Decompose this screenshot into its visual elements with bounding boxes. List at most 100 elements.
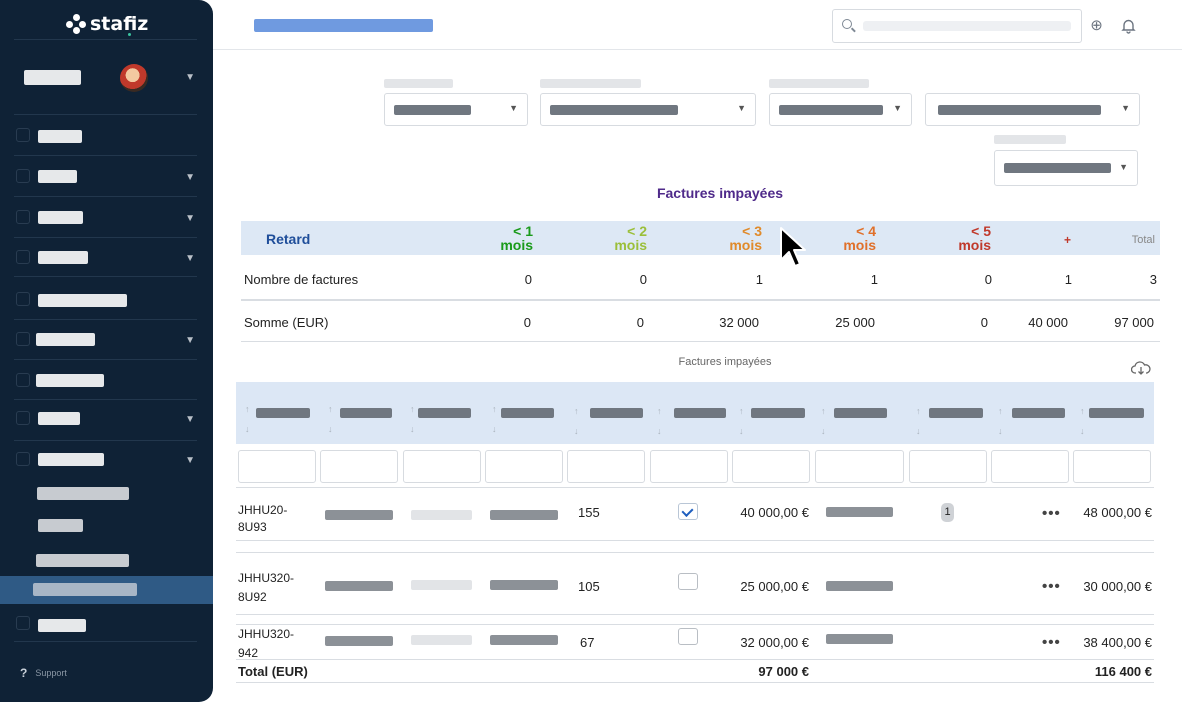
sort-icon[interactable]: ↑ ↓ <box>245 404 250 434</box>
sidebar-item-9[interactable] <box>38 619 86 632</box>
column-filter-input[interactable] <box>991 450 1069 483</box>
chevron-down-icon[interactable]: ▼ <box>185 172 195 183</box>
sort-icon[interactable]: ↑ ↓ <box>1080 406 1085 436</box>
column-filter-input[interactable] <box>567 450 645 483</box>
settings-icon <box>16 616 30 630</box>
bell-icon[interactable] <box>1120 17 1137 34</box>
filter-label-5 <box>994 135 1066 144</box>
column-header[interactable] <box>834 408 887 418</box>
chevron-up-icon[interactable]: ▼ <box>185 455 195 466</box>
column-filter-input[interactable] <box>320 450 398 483</box>
user-menu-chevron-icon[interactable]: ▼ <box>185 72 195 83</box>
avatar[interactable] <box>120 64 148 92</box>
column-header[interactable] <box>590 408 643 418</box>
sort-icon[interactable]: ↑ ↓ <box>657 406 662 436</box>
filter-select-5[interactable]: ▼ <box>994 150 1138 186</box>
sidebar-item-4[interactable] <box>38 251 88 264</box>
sort-icon[interactable]: ↑ ↓ <box>328 404 333 434</box>
column-header[interactable] <box>1012 408 1065 418</box>
summary-row-count: Nombre de factures 0 0 1 1 0 1 3 <box>241 258 1160 300</box>
cell: 0 <box>524 272 532 287</box>
column-header[interactable] <box>418 408 471 418</box>
column-header[interactable] <box>1089 408 1144 418</box>
sidebar-item-8[interactable] <box>38 412 80 425</box>
filter-select-2[interactable]: ▼ <box>540 93 756 126</box>
clients-icon <box>16 169 30 183</box>
sort-icon[interactable]: ↑ ↓ <box>821 406 826 436</box>
invoice-total: 30 000,00 € <box>1083 579 1152 594</box>
filter-select-4[interactable]: ▼ <box>925 93 1140 126</box>
cell: 0 <box>639 272 647 287</box>
more-dots-icon[interactable]: ••• <box>1042 578 1061 595</box>
more-dots-icon[interactable]: ••• <box>1042 634 1061 651</box>
column-filter-input[interactable] <box>1073 450 1151 483</box>
column-filter-input[interactable] <box>815 450 904 483</box>
sidebar-item-2[interactable] <box>38 170 77 183</box>
plus-circle-icon[interactable]: ⊕ <box>1090 17 1103 34</box>
column-filter-input[interactable] <box>732 450 810 483</box>
chevron-down-icon[interactable]: ▼ <box>185 213 195 224</box>
filter-label-2 <box>540 79 641 88</box>
chevron-down-icon[interactable]: ▼ <box>185 414 195 425</box>
sort-icon[interactable]: ↑ ↓ <box>739 406 744 436</box>
chevron-down-icon[interactable]: ▼ <box>185 253 195 264</box>
column-header[interactable] <box>674 408 726 418</box>
header-lt5: < 5 mois <box>958 223 991 253</box>
divider <box>14 39 197 40</box>
row-checkbox[interactable] <box>678 573 698 590</box>
projects-icon <box>16 210 30 224</box>
column-filter-input[interactable] <box>909 450 987 483</box>
sidebar-item-3[interactable] <box>38 211 83 224</box>
sidebar-subitem-2[interactable] <box>38 519 83 532</box>
cell: 0 <box>523 315 531 330</box>
row-label: Nombre de factures <box>244 272 359 287</box>
app-logo[interactable]: stafiz <box>66 12 148 36</box>
filter-select-1[interactable]: ▼ <box>384 93 528 126</box>
sidebar-item-6[interactable] <box>36 333 95 346</box>
divider <box>236 540 1154 541</box>
row-checkbox[interactable] <box>678 628 698 645</box>
column-filter-input[interactable] <box>238 450 316 483</box>
column-header[interactable] <box>340 408 392 418</box>
more-dots-icon[interactable]: ••• <box>1042 505 1061 522</box>
header-lt4: < 4 mois <box>843 223 876 253</box>
summary-title: Factures impayées <box>656 185 784 201</box>
search-input[interactable] <box>832 9 1082 43</box>
column-filter-input[interactable] <box>485 450 563 483</box>
column-header[interactable] <box>751 408 805 418</box>
chevron-down-icon[interactable]: ▼ <box>185 335 195 346</box>
star-icon <box>16 411 30 425</box>
sidebar-item-5[interactable] <box>38 294 127 307</box>
cell: 0 <box>636 315 644 330</box>
clock-icon <box>16 250 30 264</box>
sort-icon[interactable]: ↑ ↓ <box>492 404 497 434</box>
column-header[interactable] <box>929 408 983 418</box>
support-link[interactable]: ? Support <box>20 666 67 680</box>
divider <box>236 659 1154 660</box>
sidebar-subitem-3[interactable] <box>36 554 129 567</box>
column-filter-input[interactable] <box>650 450 728 483</box>
sort-icon[interactable]: ↑ ↓ <box>998 406 1003 436</box>
cloud-download-icon[interactable] <box>1130 361 1151 375</box>
detail-header: ↑ ↓ ↑ ↓ ↑ ↓ ↑ ↓ ↑ ↓ ↑ ↓ ↑ ↓ ↑ ↓ ↑ ↓ ↑ ↓ ↑ ↓ <box>236 382 1154 444</box>
sort-icon[interactable]: ↑ ↓ <box>916 406 921 436</box>
calendar-icon <box>16 373 30 387</box>
cell: 32 000 <box>719 315 759 330</box>
user-name[interactable] <box>24 70 81 85</box>
sidebar-subitem-1[interactable] <box>37 487 129 500</box>
column-header[interactable] <box>256 408 310 418</box>
sidebar-item-invoices[interactable] <box>38 453 104 466</box>
invoice-number: 155 <box>578 505 600 520</box>
sidebar-item-7[interactable] <box>36 374 104 387</box>
divider <box>236 487 1154 488</box>
divider <box>14 276 197 277</box>
row-checkbox[interactable] <box>678 503 698 520</box>
sort-icon[interactable]: ↑ ↓ <box>574 406 579 436</box>
filter-select-3[interactable]: ▼ <box>769 93 912 126</box>
column-filter-input[interactable] <box>403 450 481 483</box>
sort-icon[interactable]: ↑ ↓ <box>410 404 415 434</box>
sidebar-item-1[interactable] <box>38 130 82 143</box>
cell-placeholder <box>490 510 558 520</box>
cell-placeholder <box>325 581 393 591</box>
column-header[interactable] <box>501 408 554 418</box>
